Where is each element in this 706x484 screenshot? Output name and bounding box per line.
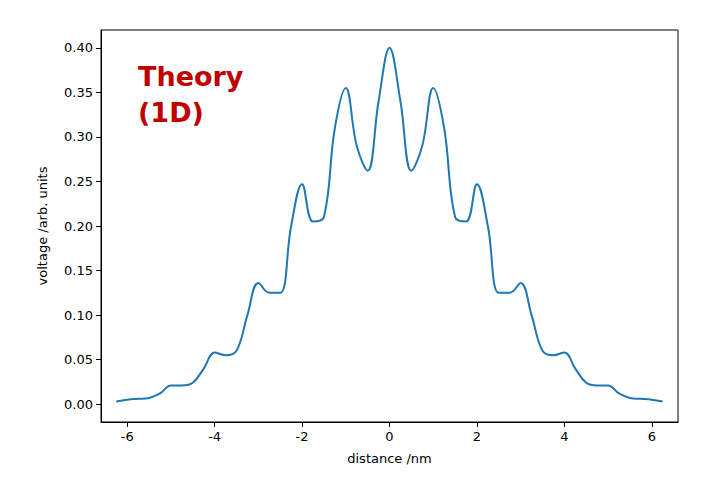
svg-text:-2: -2 — [296, 429, 309, 444]
svg-text:-6: -6 — [121, 429, 134, 444]
svg-text:4: 4 — [560, 429, 568, 444]
svg-text:0.00: 0.00 — [64, 397, 93, 412]
svg-text:0.05: 0.05 — [64, 352, 93, 367]
svg-text:0.35: 0.35 — [64, 85, 93, 100]
svg-text:0: 0 — [385, 429, 393, 444]
svg-text:0.40: 0.40 — [64, 40, 93, 55]
svg-text:2: 2 — [473, 429, 481, 444]
svg-text:distance /nm: distance /nm — [347, 451, 432, 466]
svg-text:voltage /arb. units: voltage /arb. units — [35, 166, 50, 285]
svg-text:0.20: 0.20 — [64, 219, 93, 234]
svg-text:0.10: 0.10 — [64, 308, 93, 323]
svg-text:0.15: 0.15 — [64, 263, 93, 278]
svg-text:0.30: 0.30 — [64, 129, 93, 144]
svg-text:Theory: Theory — [138, 61, 244, 92]
svg-text:(1D): (1D) — [138, 97, 204, 128]
svg-text:0.25: 0.25 — [64, 174, 93, 189]
svg-text:6: 6 — [648, 429, 656, 444]
svg-text:-4: -4 — [208, 429, 221, 444]
